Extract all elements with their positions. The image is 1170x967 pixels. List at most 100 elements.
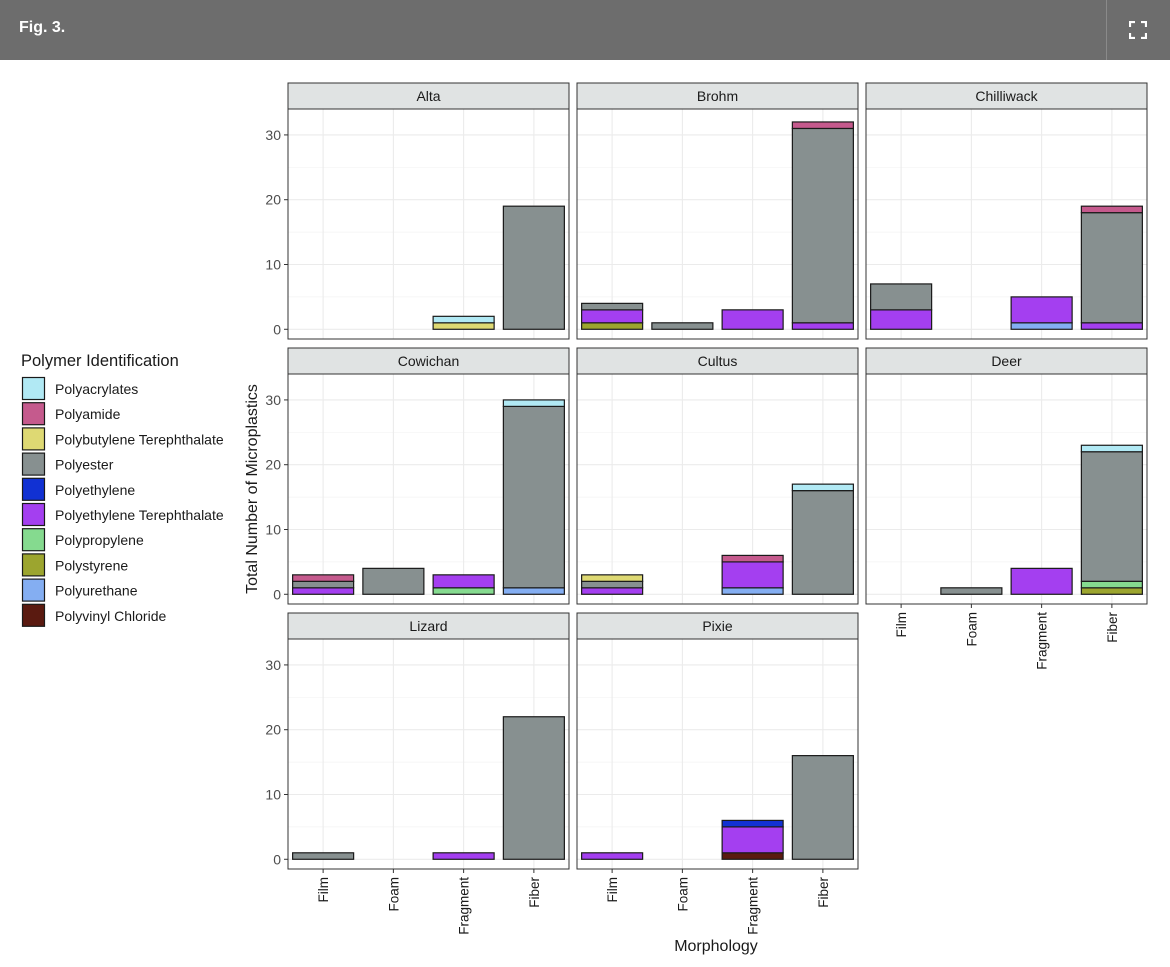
bar-segment: [1080, 212, 1143, 324]
figure-label: Fig. 3.: [19, 19, 66, 36]
bar-segment: [791, 490, 854, 595]
legend-swatch: [21, 477, 46, 501]
facet-strip: [576, 82, 859, 110]
bar-segment: [940, 587, 1003, 595]
y-tick-label: 20: [265, 192, 281, 208]
bar-segment: [1010, 567, 1073, 595]
bar-segment: [502, 587, 565, 595]
x-tick-label: Foam: [675, 877, 690, 912]
expand-button[interactable]: [1107, 0, 1170, 60]
bar-segment: [870, 309, 933, 330]
y-tick-label: 10: [265, 256, 281, 272]
bar-segment: [432, 852, 495, 860]
legend-item-label: Polyester: [55, 457, 114, 473]
bar-segment: [432, 322, 495, 330]
bar-segment: [1080, 580, 1143, 589]
bar-segment: [1010, 296, 1073, 324]
bar-segment: [292, 574, 355, 582]
bar-segment: [432, 574, 495, 589]
bar-segment: [1080, 444, 1143, 453]
y-tick-label: 0: [273, 321, 281, 337]
x-tick-label: Fragment: [746, 877, 761, 935]
bar-segment: [502, 405, 565, 589]
legend-item-label: Polyethylene: [55, 482, 135, 498]
legend-swatch: [21, 402, 46, 426]
legend-swatch: [21, 502, 46, 527]
bar-segment: [791, 322, 854, 330]
x-tick-label: Film: [605, 877, 620, 903]
expand-icon: [1129, 21, 1147, 39]
bar-segment: [581, 309, 644, 324]
bar-segment: [721, 852, 784, 860]
bar-segment: [791, 127, 854, 324]
panel-border: [576, 373, 859, 605]
facet-strip: [287, 347, 570, 375]
bar-segment: [581, 852, 644, 860]
panel-border: [287, 373, 570, 605]
legend-swatch: [21, 427, 46, 451]
x-tick-label: Fiber: [816, 877, 831, 908]
bar-segment: [292, 587, 355, 595]
y-tick-label: 0: [273, 851, 281, 867]
panel-border: [576, 638, 859, 870]
bar-segment: [721, 554, 784, 563]
facet-strip: [865, 82, 1148, 110]
bar-segment: [721, 309, 784, 330]
legend-swatch: [21, 603, 46, 627]
bar-segment: [432, 587, 495, 595]
bar-segment: [870, 283, 933, 311]
panel-border: [865, 108, 1148, 340]
bar-segment: [791, 121, 854, 130]
legend-item-label: Polyethylene Terephthalate: [55, 507, 224, 523]
bar-segment: [1010, 322, 1073, 330]
facet-label: Alta: [416, 88, 440, 104]
facet-label: Deer: [991, 353, 1022, 369]
bar-segment: [362, 567, 425, 595]
facet-strip: [865, 347, 1148, 375]
facet-strip: [576, 347, 859, 375]
legend-swatch: [21, 578, 46, 602]
x-tick-label: Film: [894, 612, 909, 638]
facet-cultus: Cultus: [576, 347, 859, 605]
x-tick-label: Fiber: [1105, 612, 1120, 643]
bar-segment: [721, 819, 784, 828]
y-tick-label: 30: [265, 392, 281, 408]
legend-item-label: Polyacrylates: [55, 381, 138, 397]
facet-brohm: Brohm: [576, 82, 859, 340]
bar-segment: [1080, 205, 1143, 214]
facet-alta: Alta 0 10 20 30: [265, 82, 570, 340]
bar-segment: [581, 580, 644, 589]
x-tick-label: Film: [316, 877, 331, 903]
bar-segment: [1080, 451, 1143, 582]
bar-segment: [581, 587, 644, 595]
x-tick-label: Fragment: [1035, 612, 1050, 670]
facet-strip: [287, 82, 570, 110]
bar-segment: [791, 483, 854, 492]
facet-deer: Deer Film Foam Fragment Fiber: [865, 347, 1148, 670]
facet-cowichan: Cowichan 0 10 20 30: [265, 347, 570, 605]
bar-segment: [1080, 587, 1143, 595]
y-axis-title: Total Number of Microplastics: [244, 384, 261, 594]
facet-label: Chilliwack: [975, 88, 1038, 104]
legend-item-label: Polypropylene: [55, 532, 144, 548]
bar-segment: [292, 580, 355, 589]
legend-swatch: [21, 376, 46, 401]
bar-segment: [651, 322, 714, 330]
legend-item-label: Polyamide: [55, 406, 121, 422]
bar-segment: [581, 302, 644, 311]
header-divider: [1106, 0, 1107, 60]
y-tick-label: 0: [273, 586, 281, 602]
bar-segment: [791, 755, 854, 860]
x-tick-label: Fiber: [527, 877, 542, 908]
bar-segment: [581, 322, 644, 330]
facet-label: Brohm: [697, 88, 738, 104]
legend-item-label: Polystyrene: [55, 557, 128, 573]
y-tick-label: 20: [265, 722, 281, 738]
y-tick-label: 30: [265, 657, 281, 673]
legend-swatch: [21, 553, 46, 577]
y-tick-label: 30: [265, 127, 281, 143]
legend-item-label: Polybutylene Terephthalate: [55, 431, 224, 447]
panel-border: [287, 638, 570, 870]
legend-item-label: Polyurethane: [55, 583, 138, 599]
